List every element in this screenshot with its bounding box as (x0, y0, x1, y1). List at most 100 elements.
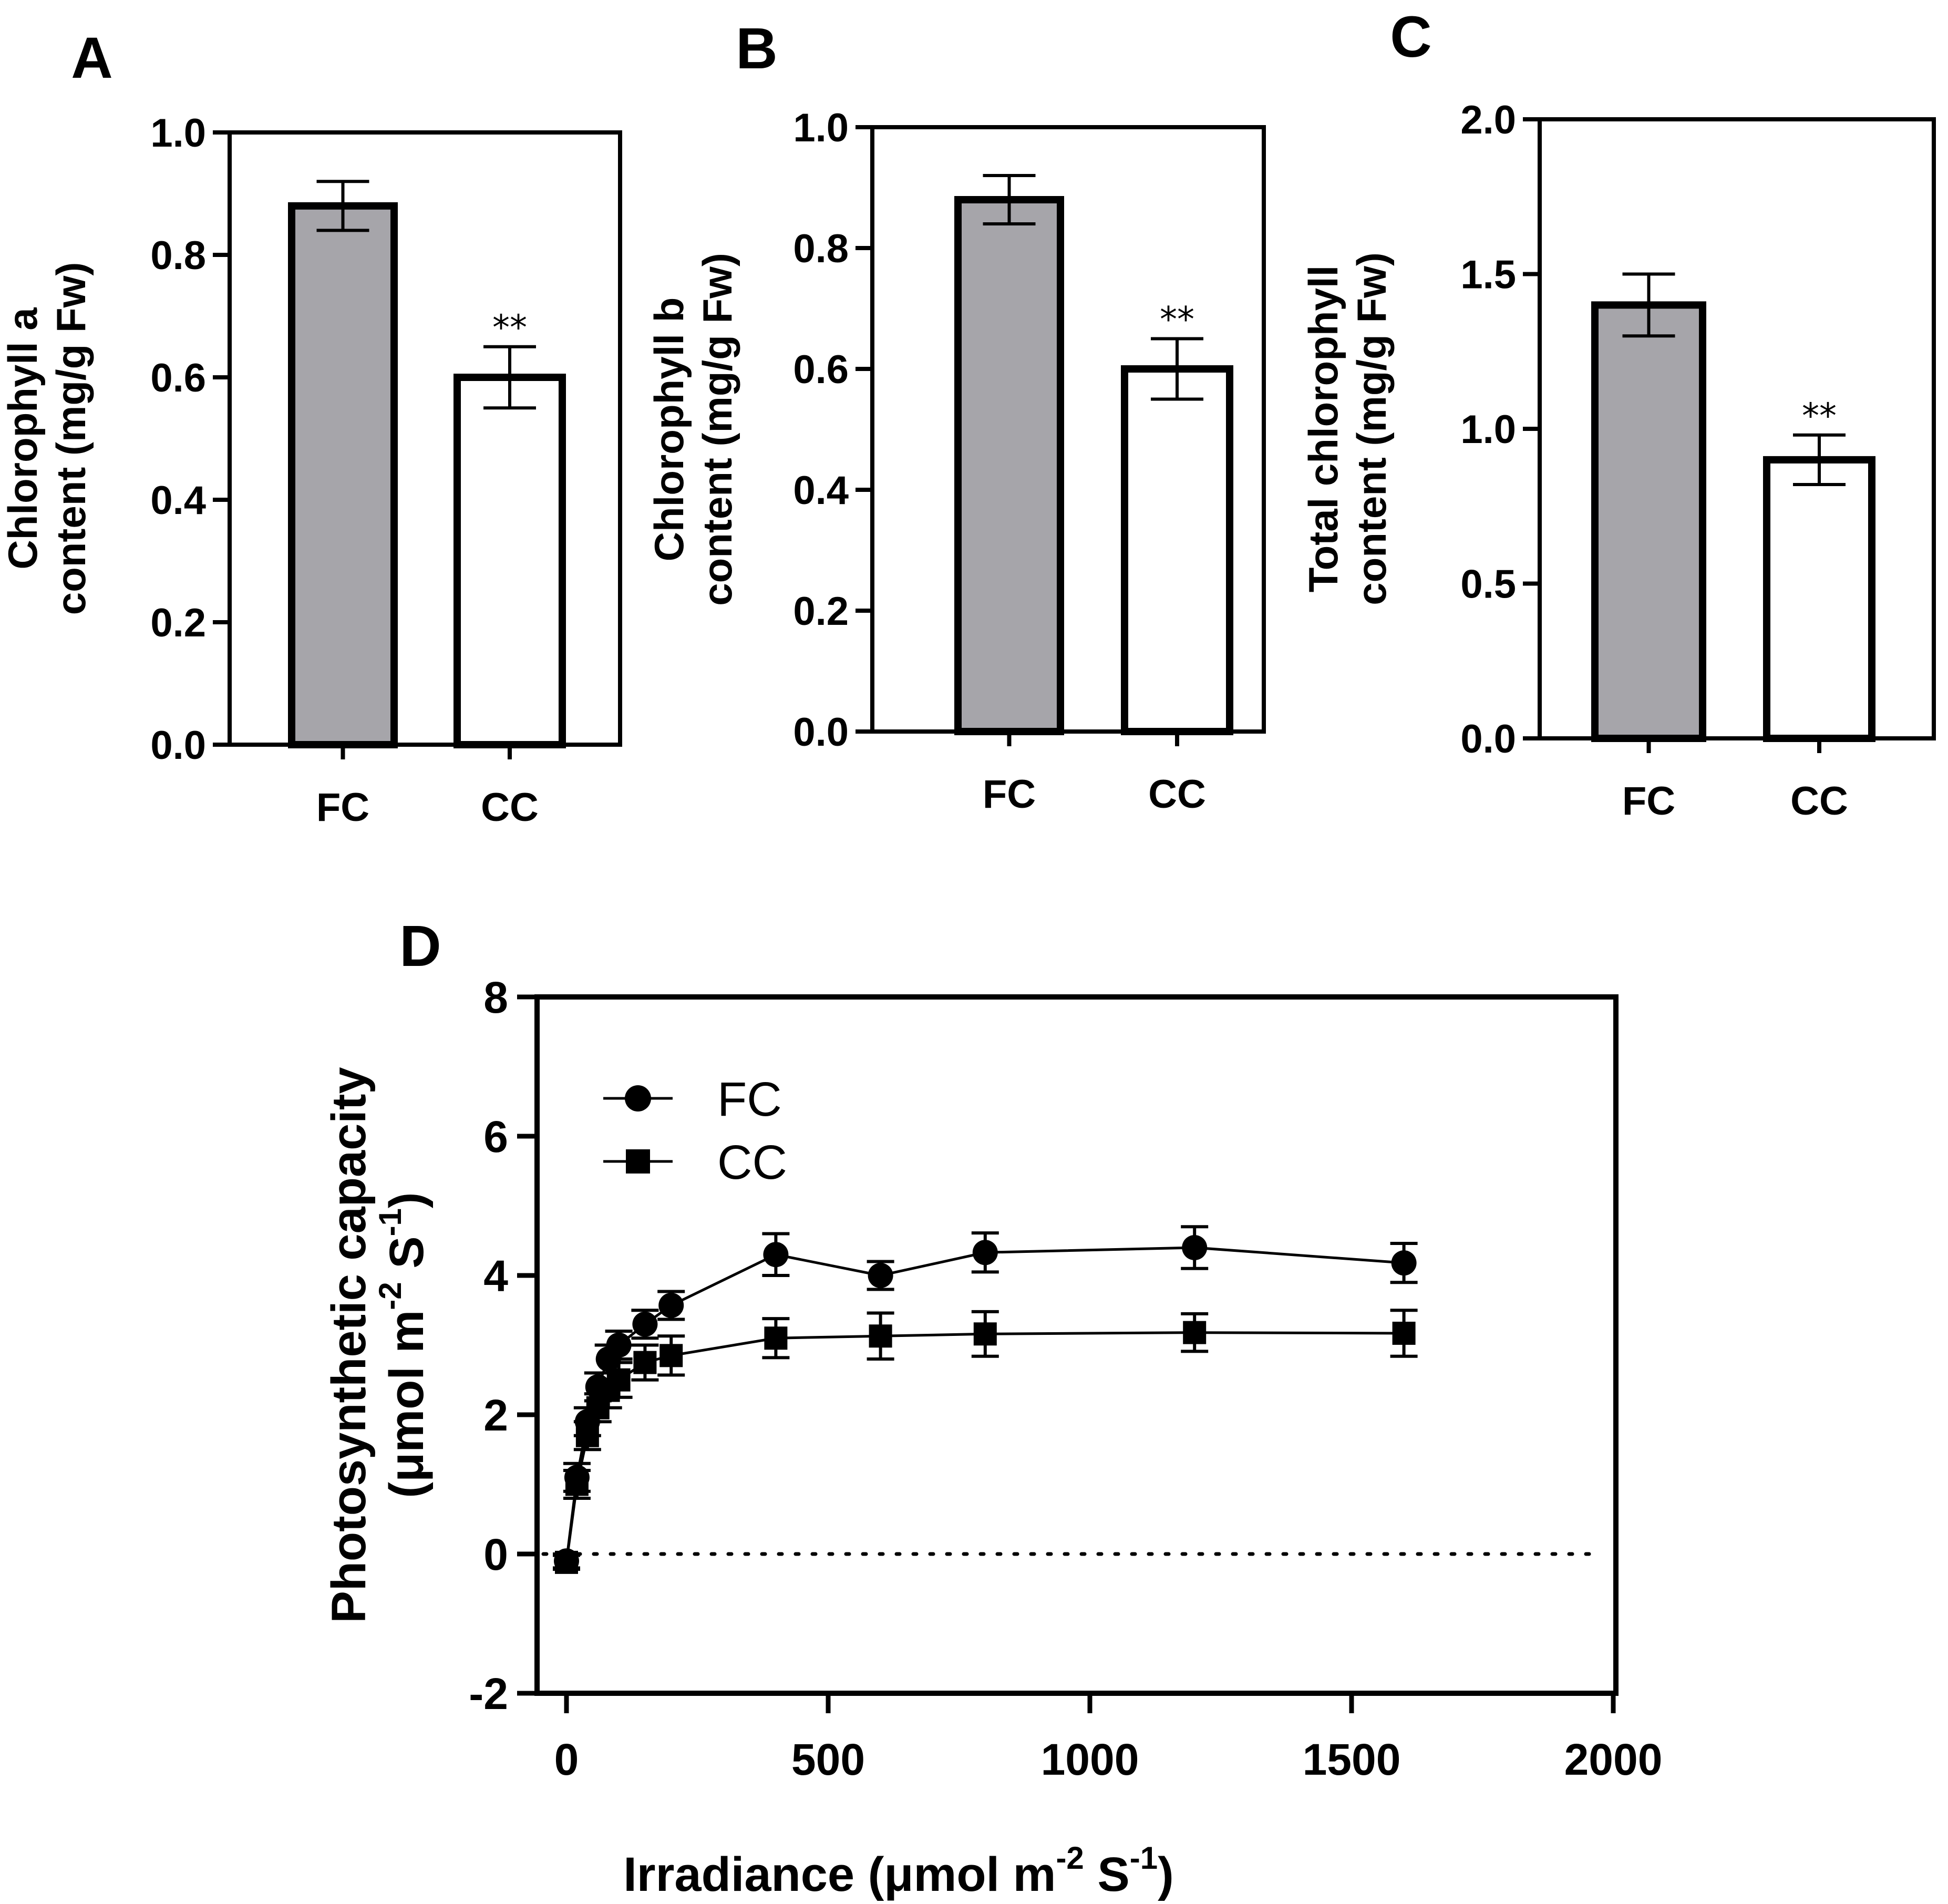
y-tick-label: 1.0 (793, 106, 849, 150)
bar-fc (1591, 301, 1706, 742)
panel-label: B (736, 16, 777, 81)
x-axis-title-end: ) (1158, 1848, 1174, 1901)
legend-label: FC (717, 1073, 782, 1126)
data-point-circle (658, 1292, 684, 1318)
data-point-square (659, 1344, 683, 1367)
y-axis-title-line: Photosynthetic capacity (322, 1067, 376, 1623)
x-axis-title: Irradiance (μmol m-2 S-1) (623, 1840, 1174, 1901)
y-tick-label: 0.0 (793, 710, 849, 755)
legend-label: CC (717, 1136, 787, 1189)
data-point-square (764, 1326, 788, 1350)
y-axis-title-line: content (mg/g Fw) (694, 253, 740, 606)
y-axis-title-line: content (mg/g Fw) (1348, 252, 1395, 605)
plot-frame (870, 125, 1266, 734)
panel-a: A FC ** CC 0.0 0.2 0.4 0.6 0.8 1.0 Chlorophyll aco… (0, 26, 622, 830)
series-cc (553, 1309, 1418, 1574)
y-tick-label: 8 (483, 973, 508, 1022)
y-tick-label: 1.0 (1460, 407, 1516, 452)
data-point-square (575, 1424, 599, 1447)
y-axis-title-unit: S (380, 1236, 434, 1282)
series-line (565, 1331, 1404, 1563)
panel-label: D (399, 914, 441, 979)
panel-c: C FC ** CC 0.0 0.5 1.0 1.5 2.0 Total chlorophyllc… (1300, 5, 1936, 824)
y-axis-title: Chlorophyll acontent (mg/g Fw) (0, 262, 94, 615)
x-tick-label: 1000 (1041, 1735, 1139, 1784)
y-tick-label: 0.0 (1460, 717, 1516, 761)
plot-frame (534, 994, 1619, 1696)
x-tick-label: 1500 (1303, 1735, 1401, 1784)
legend-marker-square (626, 1149, 650, 1174)
data-point-square (565, 1473, 589, 1496)
plot-frame (1538, 117, 1936, 740)
y-tick-label: 0.6 (793, 347, 849, 392)
data-point-square (973, 1322, 997, 1346)
data-point-square (607, 1368, 631, 1392)
plot-frame (228, 130, 622, 747)
x-tick-label: 500 (791, 1735, 865, 1784)
panel-label: A (71, 26, 112, 90)
y-axis-title: Chlorophyll bcontent (mg/g Fw) (646, 253, 740, 606)
data-point-square (869, 1324, 892, 1348)
data-point-square (1183, 1321, 1207, 1344)
y-axis-title-end: ) (380, 1192, 434, 1208)
data-point-circle (606, 1332, 632, 1358)
data-point-circle (763, 1242, 789, 1268)
y-axis-title-exponent: -1 (373, 1208, 408, 1236)
panel-label: C (1390, 5, 1431, 69)
category-label: CC (1148, 772, 1206, 817)
category-label: FC (983, 772, 1036, 817)
x-axis-title-exponent: -2 (1056, 1840, 1084, 1876)
category-label: CC (1790, 779, 1848, 824)
data-point-square (1392, 1321, 1416, 1345)
y-tick-label: 0.8 (150, 233, 206, 278)
y-tick-label: 0.0 (150, 723, 206, 768)
data-point-circle (632, 1311, 658, 1337)
y-tick-label: 0.2 (150, 601, 206, 645)
panel-b: B FC ** CC 0.0 0.2 0.4 0.6 0.8 1.0 Chlorophyll bco… (646, 16, 1266, 817)
significance-mark: ** (492, 307, 527, 348)
x-tick-label: 2000 (1564, 1735, 1663, 1784)
category-label: FC (1622, 779, 1675, 824)
bar-cc (1763, 456, 1875, 742)
y-tick-label: 1.0 (150, 111, 206, 156)
legend: FC CC (603, 1073, 787, 1189)
y-tick-label: 0.2 (793, 589, 849, 634)
y-tick-label: 0.4 (150, 478, 206, 523)
data-point-circle (868, 1263, 893, 1288)
y-tick-label: 2.0 (1460, 98, 1516, 142)
panel-d: D -2 0 2 4 6 8 0 500 1000 1500 2000 FC CC Irradiance (… (322, 914, 1662, 1901)
y-tick-label: 0.6 (150, 356, 206, 400)
y-tick-label: 2 (483, 1391, 508, 1440)
bar-cc (453, 374, 566, 748)
y-axis-title-line: Chlorophyll b (646, 297, 692, 562)
y-axis-title-line: Chlorophyll a (0, 307, 46, 570)
y-tick-label: 0.5 (1460, 562, 1516, 607)
data-point-circle (972, 1240, 998, 1265)
category-label: FC (316, 785, 369, 830)
y-tick-label: 0.4 (793, 468, 849, 513)
x-axis-title-unit: S (1084, 1848, 1130, 1901)
y-axis-title: Photosynthetic capacity(μmol m-2 S-1) (322, 1067, 434, 1623)
y-tick-label: -2 (469, 1669, 508, 1718)
category-label: CC (481, 785, 539, 830)
y-tick-label: 6 (483, 1112, 508, 1161)
y-tick-label: 1.5 (1460, 253, 1516, 297)
y-axis-title-exponent: -2 (373, 1282, 408, 1310)
bar-fc (954, 196, 1064, 735)
y-axis-title-line: content (mg/g Fw) (48, 262, 94, 615)
data-point-circle (1391, 1250, 1417, 1276)
y-axis-title: Total chlorophyllcontent (mg/g Fw) (1300, 252, 1395, 605)
y-tick-label: 4 (483, 1251, 508, 1301)
legend-marker-circle (625, 1085, 651, 1111)
bar-cc (1121, 365, 1233, 735)
x-axis-title-text: Irradiance (μmol m (623, 1848, 1056, 1901)
x-axis-title-exponent: -1 (1130, 1840, 1158, 1876)
bar-fc (288, 202, 398, 748)
series-line (565, 1246, 1404, 1561)
y-axis-title-line: Total chlorophyll (1300, 265, 1346, 593)
significance-mark: ** (1802, 396, 1837, 436)
y-tick-label: 0.8 (793, 227, 849, 271)
y-axis-title-line: (μmol m (380, 1310, 434, 1498)
data-point-square (633, 1351, 657, 1374)
